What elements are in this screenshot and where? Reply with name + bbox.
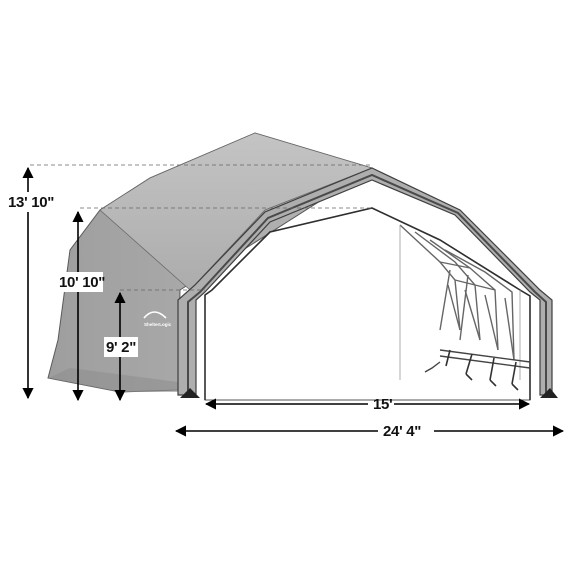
side-height-label: 9' 2" bbox=[106, 339, 136, 356]
dashed-guides bbox=[30, 164, 372, 291]
right-foot-plate bbox=[540, 388, 558, 398]
overall-height-label-bg bbox=[6, 192, 52, 212]
brand-logo: ShelterLogic bbox=[143, 311, 172, 327]
front-arch bbox=[177, 167, 553, 396]
ridge-label-bg bbox=[57, 272, 103, 292]
overall-height-label: 13' 10" bbox=[8, 194, 54, 211]
interior-truss-light bbox=[399, 225, 521, 380]
door-trim bbox=[204, 207, 531, 400]
interior-truss bbox=[399, 224, 515, 361]
side-label-bg bbox=[104, 337, 138, 357]
brand-logo-text: ShelterLogic bbox=[144, 322, 172, 327]
overall-width-label: 24' 4" bbox=[383, 423, 421, 440]
left-foot-plate bbox=[180, 388, 200, 398]
anchor-stakes bbox=[445, 349, 519, 391]
door-width-label: 15' bbox=[373, 396, 392, 413]
ridge-height-label: 10' 10" bbox=[59, 274, 105, 291]
front-frame-tube bbox=[187, 173, 547, 395]
